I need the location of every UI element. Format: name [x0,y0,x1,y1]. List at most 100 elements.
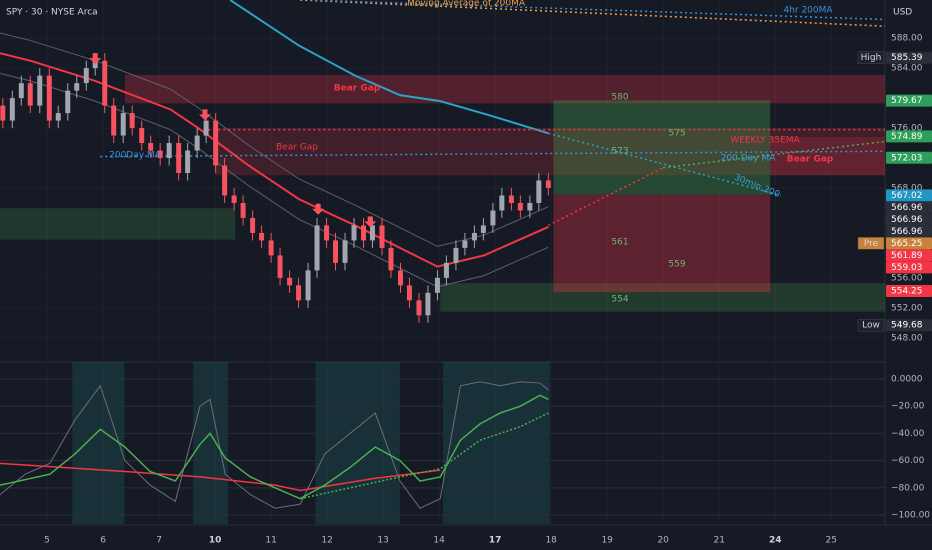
indicator-tick-label: −100.00 [891,511,930,521]
candle-body [65,90,71,114]
candle-body [545,180,551,188]
price-badge [886,249,932,262]
candle-body [176,143,182,174]
indicator-tick-label: 0.0000 [891,374,923,384]
candle-body [74,83,80,91]
candle-body [129,113,135,129]
signal-arrow [199,109,212,121]
annotation: Bear Gap [334,84,381,94]
x-tick-label: 14 [433,536,445,546]
price-tag-label: Pre [864,239,879,249]
indicator-zone [72,362,125,524]
annotation: Bear Gap [787,155,834,165]
annotation: 561 [611,238,628,248]
price-tag [857,51,885,64]
price-badge-label: 566.96 [891,215,923,225]
zone [0,208,236,240]
x-tick-label: 17 [489,536,502,546]
x-tick-label: 24 [769,536,782,546]
candle-body [250,217,256,233]
y-tick-label: 576.00 [891,124,923,134]
price-badge [886,94,932,107]
annotation: 580 [611,93,628,103]
y-tick-label: 548.00 [891,333,923,343]
price-line [100,150,886,158]
candle-body [388,247,394,271]
candle-body [102,60,108,106]
candle-body [490,210,496,226]
x-tick-label: 21 [713,536,724,546]
candle-body [443,262,449,278]
annotation: 200 Day MA [721,154,776,164]
candle-body [379,225,385,248]
candle-body [527,202,533,211]
candle-body [55,113,61,121]
price-badge-label: 554.25 [891,286,923,296]
indicator-line [0,462,441,492]
candle-body [0,105,6,121]
candle-body [37,75,43,106]
indicator-line [0,394,549,500]
y-tick-label: 556.00 [891,273,923,283]
candle-body [157,150,163,159]
price-tag [857,237,885,250]
candle-body [536,180,542,203]
price-badge-label: 574.89 [891,132,923,142]
price-badge-label: 566.96 [891,203,923,213]
y-tick-label: 568.00 [891,183,923,193]
candle-body [351,225,357,241]
candle-body [369,225,375,241]
y-tick-label: 588.00 [891,34,923,44]
candle-body [18,83,24,99]
candle-body [222,165,228,196]
zone [770,137,885,176]
zone [440,283,885,312]
signal-arrow [312,203,325,215]
currency: USD [893,8,912,18]
candle-body [213,120,219,166]
price-tag-label: Low [862,321,880,331]
x-tick-label: 20 [657,536,669,546]
candle-body [305,270,311,301]
zone [124,74,886,104]
price-badge-label: 565.25 [891,239,923,249]
candle-body [462,240,468,248]
candle-body [268,240,274,256]
price-line [0,72,549,288]
candle-body [27,83,33,106]
x-tick-label: 19 [601,536,613,546]
candle-body [240,202,246,218]
candle-body [324,225,330,241]
candle-body [397,270,403,286]
candle-body [148,143,154,151]
annotation: 573 [611,147,628,157]
candle-body [416,300,422,316]
x-tick-label: 18 [545,536,557,546]
x-tick-label: 7 [156,536,162,546]
price-badge [886,225,932,238]
candle-body [361,225,367,241]
x-tick-label: 12 [321,536,332,546]
signal-arrow [89,53,102,65]
price-tag-label: High [861,53,882,63]
indicator-tick-label: −60.00 [891,456,925,466]
price-badge [886,261,932,274]
candle-body [517,202,523,211]
price-badge [886,189,932,202]
annotation: 575 [668,129,685,139]
candle-body [203,120,209,136]
candle-body [185,150,191,174]
candle-body [406,285,412,301]
y-tick-label: 584.00 [891,64,923,74]
candle-body [139,128,145,144]
price-badge-label: 585.39 [891,53,923,63]
annotation: Moving Average of 200MA [407,0,526,9]
candle-body [166,143,172,159]
candle-body [9,98,15,121]
price-line [0,32,549,247]
candle-body [194,135,200,151]
price-badge [886,319,932,332]
x-tick-label: 6 [100,536,106,546]
